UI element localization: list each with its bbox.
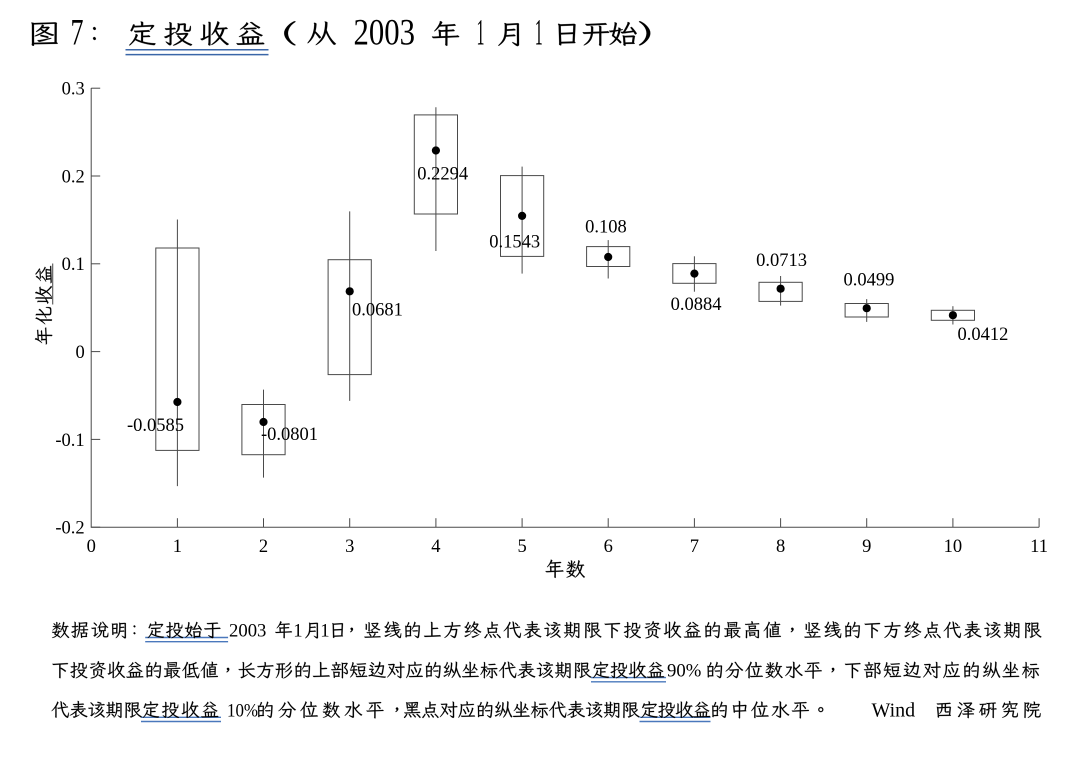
svg-text:0.0884: 0.0884	[671, 295, 722, 315]
svg-text:0.108: 0.108	[585, 218, 627, 238]
svg-text:5: 5	[517, 537, 526, 557]
svg-text:0.0681: 0.0681	[352, 300, 403, 320]
svg-text:10%: 10%	[227, 700, 258, 721]
svg-text:1: 1	[293, 621, 302, 642]
svg-text:-0.0801: -0.0801	[261, 425, 318, 445]
svg-text:1: 1	[320, 621, 329, 642]
svg-text:-0.1: -0.1	[55, 431, 84, 451]
svg-text:0.2: 0.2	[62, 167, 85, 187]
svg-text:0: 0	[87, 537, 96, 557]
svg-text:11: 11	[1030, 537, 1048, 557]
svg-text:10: 10	[944, 537, 963, 557]
svg-text:4: 4	[431, 537, 440, 557]
svg-text:9: 9	[862, 537, 871, 557]
svg-text:0.0499: 0.0499	[844, 270, 895, 290]
svg-text:2003: 2003	[229, 621, 266, 642]
svg-text:-0.2: -0.2	[55, 519, 84, 539]
svg-text:1: 1	[535, 13, 543, 54]
svg-text:3: 3	[345, 537, 354, 557]
svg-text:0.2294: 0.2294	[417, 164, 468, 184]
svg-text:0.0412: 0.0412	[958, 325, 1009, 345]
svg-text:0.1543: 0.1543	[489, 233, 540, 253]
svg-text:Wind: Wind	[872, 699, 916, 721]
svg-text:0.1: 0.1	[62, 255, 85, 275]
svg-text:6: 6	[604, 537, 613, 557]
svg-text:7: 7	[71, 13, 84, 54]
svg-text:0: 0	[75, 343, 84, 363]
svg-text:7: 7	[690, 537, 699, 557]
svg-text:-0.0585: -0.0585	[127, 416, 184, 436]
svg-text:1: 1	[477, 13, 485, 54]
svg-text:0.0713: 0.0713	[756, 251, 807, 271]
svg-text:1: 1	[173, 537, 182, 557]
svg-text:2: 2	[259, 537, 268, 557]
svg-text:2003: 2003	[354, 13, 416, 54]
svg-text:90%: 90%	[667, 661, 701, 682]
svg-text:8: 8	[776, 537, 785, 557]
svg-text:0.3: 0.3	[62, 80, 85, 100]
